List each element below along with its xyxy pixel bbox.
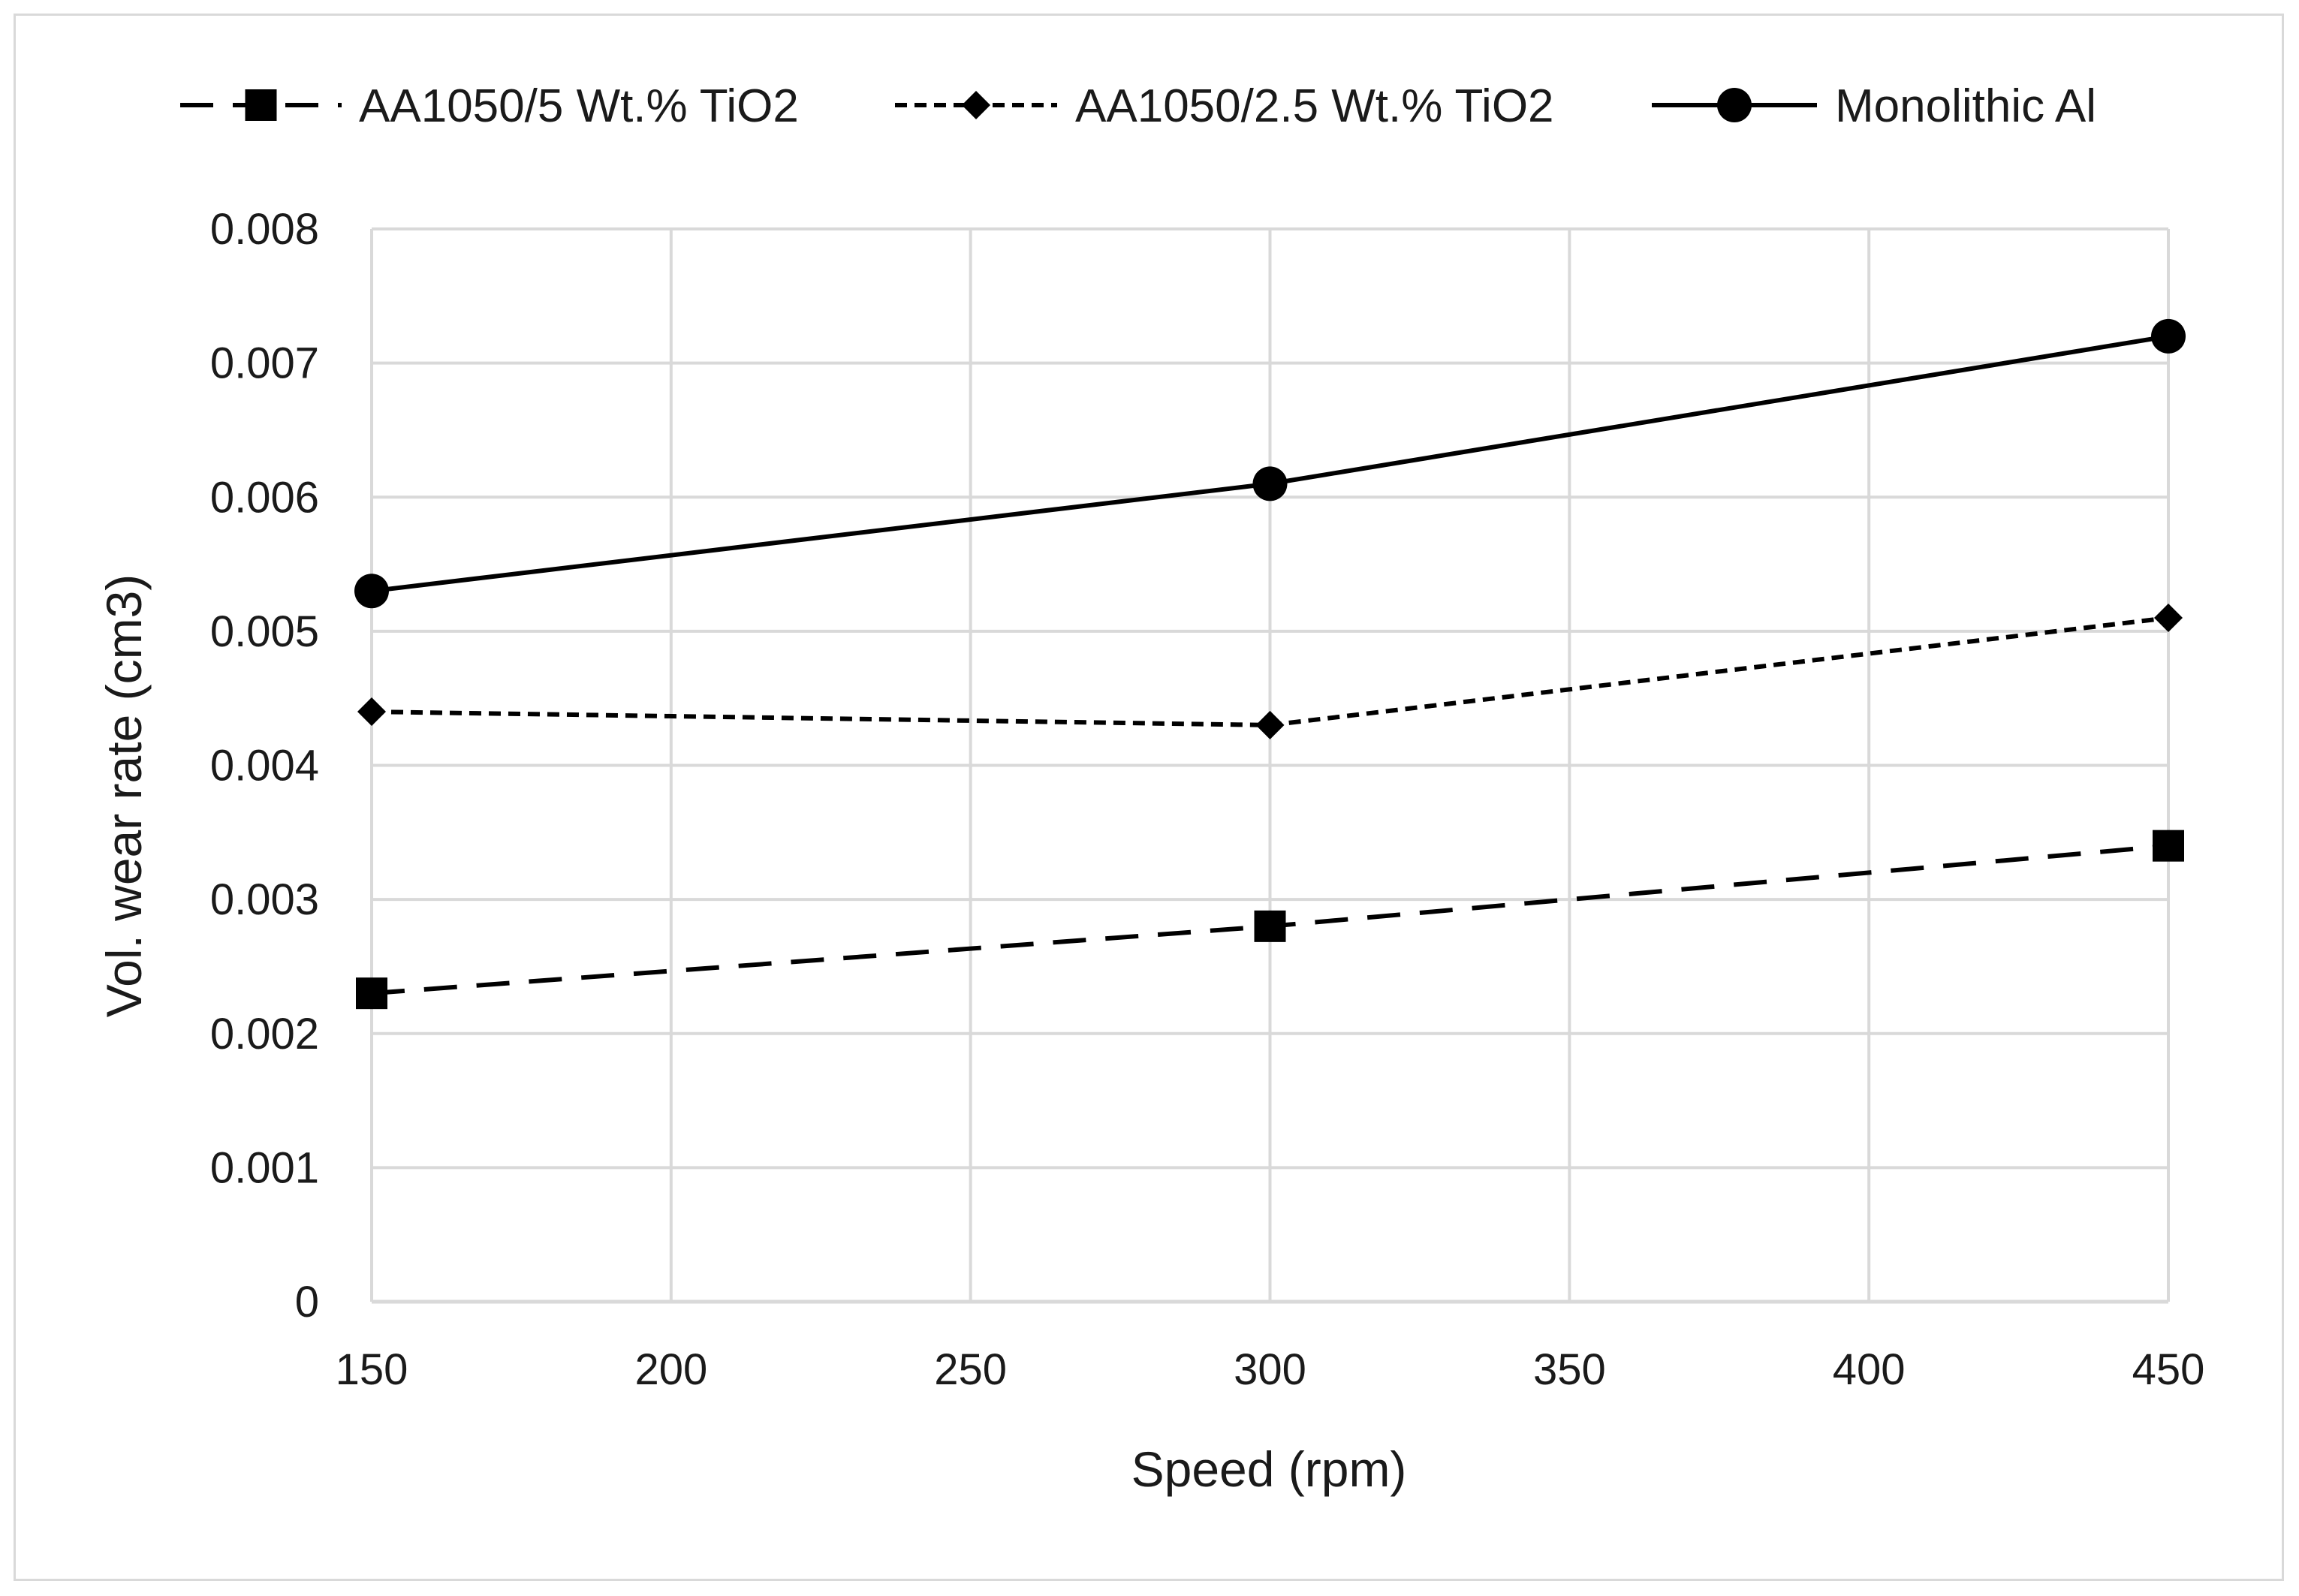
y-tick-label: 0.008 <box>210 205 319 254</box>
data-point-monolithic-al <box>2151 318 2186 354</box>
x-tick-label: 350 <box>1533 1345 1606 1394</box>
y-tick-label: 0.007 <box>210 339 319 388</box>
y-tick-label: 0.003 <box>210 875 319 924</box>
data-point-aa1050-2-5-tio2 <box>1255 710 1285 739</box>
series-aa1050-2-5-tio2 <box>357 604 2183 739</box>
series-layer <box>354 318 2186 1010</box>
tick-labels: 0 0.001 0.002 0.003 0.004 0.005 0.006 0.007 0.00… <box>210 205 2205 1394</box>
legend: AA1050/5 Wt.% TiO2 AA1050/2.5 Wt.% TiO2 Mo… <box>180 80 2096 132</box>
data-point-aa1050-2-5-tio2 <box>357 697 386 727</box>
series-aa1050-5-tio2 <box>356 830 2184 1010</box>
y-axis-title: Vol. wear rate (cm3) <box>96 574 152 1018</box>
data-point-monolithic-al <box>1252 466 1288 501</box>
data-point-aa1050-5-tio2 <box>2153 830 2184 862</box>
y-tick-label: 0 <box>295 1278 319 1326</box>
y-tick-label: 0.006 <box>210 473 319 522</box>
data-point-aa1050-2-5-tio2 <box>2154 604 2183 633</box>
legend-item-monolithic-al: Monolithic Al <box>1652 80 2096 132</box>
x-tick-label: 400 <box>1833 1345 1906 1394</box>
legend-label-aa1050-2-5-tio2: AA1050/2.5 Wt.% TiO2 <box>1075 80 1554 132</box>
legend-marker-monolithic-al <box>1717 88 1752 122</box>
x-tick-label: 150 <box>336 1345 408 1394</box>
y-tick-label: 0.002 <box>210 1010 319 1058</box>
x-tick-label: 200 <box>634 1345 707 1394</box>
data-point-aa1050-5-tio2 <box>1254 910 1286 942</box>
series-monolithic-al <box>354 318 2186 609</box>
legend-label-aa1050-5-tio2: AA1050/5 Wt.% TiO2 <box>359 80 799 132</box>
legend-item-aa1050-5-tio2: AA1050/5 Wt.% TiO2 <box>180 80 799 132</box>
chart-frame <box>14 14 2284 1581</box>
grid-lines <box>370 227 2170 1302</box>
legend-marker-aa1050-2-5-tio2 <box>962 91 990 119</box>
x-tick-label: 450 <box>2132 1345 2205 1394</box>
data-point-monolithic-al <box>354 574 389 609</box>
data-point-aa1050-5-tio2 <box>356 977 387 1010</box>
legend-marker-aa1050-5-tio2 <box>245 89 277 121</box>
y-tick-label: 0.005 <box>210 607 319 656</box>
y-tick-label: 0.001 <box>210 1143 319 1192</box>
x-tick-label: 300 <box>1234 1345 1306 1394</box>
legend-label-monolithic-al: Monolithic Al <box>1835 80 2096 132</box>
y-tick-label: 0.004 <box>210 742 319 790</box>
legend-item-aa1050-2-5-tio2: AA1050/2.5 Wt.% TiO2 <box>895 80 1554 132</box>
x-axis-title: Speed (rpm) <box>1131 1441 1407 1497</box>
x-tick-label: 250 <box>934 1345 1007 1394</box>
